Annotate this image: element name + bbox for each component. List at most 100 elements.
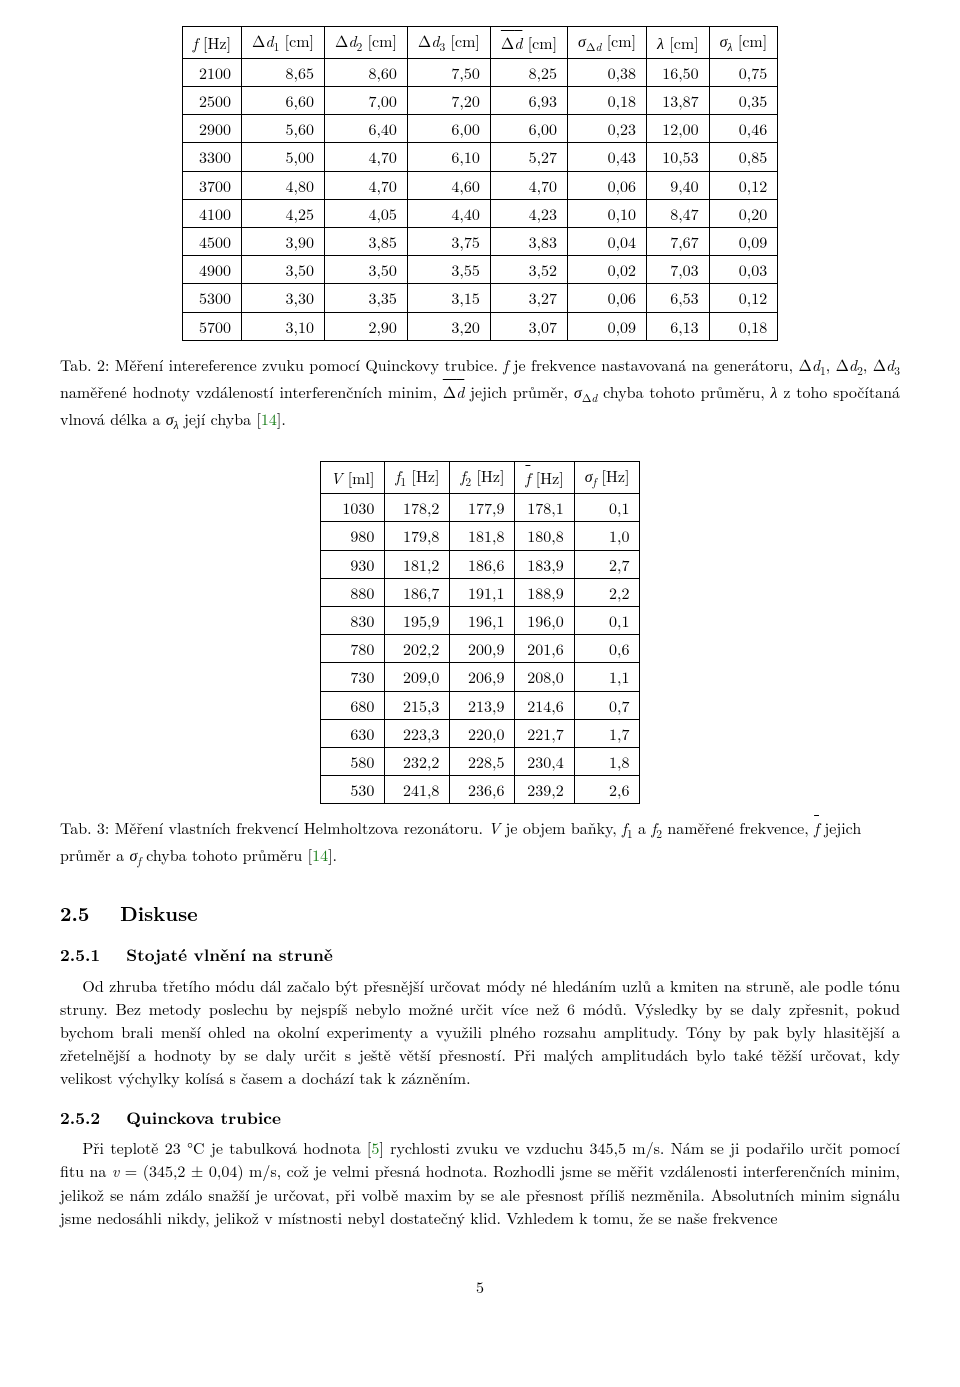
table-cell: 2,6 [574, 776, 640, 804]
table-cell: 0,04 [568, 228, 647, 256]
table-cell: 0,03 [709, 256, 778, 284]
table-cell: 186,6 [450, 550, 515, 578]
table-cell: 0,18 [709, 312, 778, 340]
table-cell: 7,67 [647, 228, 710, 256]
table-cell: 3,85 [324, 228, 407, 256]
table-cell: 930 [320, 550, 385, 578]
table-cell: 2900 [182, 115, 241, 143]
table-cell: 228,5 [450, 747, 515, 775]
table-cell: 3,30 [242, 284, 325, 312]
table-cell: 0,06 [568, 171, 647, 199]
table-cell: 206,9 [450, 663, 515, 691]
table-cell: 4,25 [242, 199, 325, 227]
table-cell: 1,1 [574, 663, 640, 691]
table-cell: 980 [320, 522, 385, 550]
table-cell: 1,8 [574, 747, 640, 775]
table-3: V [ml]f1 [Hz]f2 [Hz]f [Hz]σf [Hz] 103017… [320, 461, 641, 804]
table-cell: 0,12 [709, 171, 778, 199]
table-cell: 178,1 [515, 494, 574, 522]
table-header-cell: λ [cm] [647, 27, 710, 59]
table-cell: 230,4 [515, 747, 574, 775]
table-header-cell: Δd3 [cm] [407, 27, 490, 59]
table-row: 29005,606,406,006,000,2312,000,46 [182, 115, 777, 143]
table-cell: 6,00 [490, 115, 567, 143]
table-cell: 6,00 [407, 115, 490, 143]
table-row: 530241,8236,6239,22,6 [320, 776, 640, 804]
subsection-number: 2.5.1 [60, 943, 100, 967]
table-header-cell: σf [Hz] [574, 462, 640, 494]
table-cell: 3,50 [242, 256, 325, 284]
table-cell: 0,43 [568, 143, 647, 171]
table-cell: 186,7 [385, 578, 450, 606]
table-cell: 580 [320, 747, 385, 775]
table-cell: 208,0 [515, 663, 574, 691]
table-cell: 6,13 [647, 312, 710, 340]
table-row: 880186,7191,1188,92,2 [320, 578, 640, 606]
table-cell: 180,8 [515, 522, 574, 550]
table-row: 980179,8181,8180,81,0 [320, 522, 640, 550]
table-cell: 8,25 [490, 58, 567, 86]
table-cell: 2,90 [324, 312, 407, 340]
table-cell: 10,53 [647, 143, 710, 171]
table-cell: 209,0 [385, 663, 450, 691]
table-cell: 9,40 [647, 171, 710, 199]
table-row: 630223,3220,0221,71,7 [320, 719, 640, 747]
table-cell: 0,7 [574, 691, 640, 719]
table-row: 53003,303,353,153,270,066,530,12 [182, 284, 777, 312]
table-cell: 6,53 [647, 284, 710, 312]
table-cell: 0,20 [709, 199, 778, 227]
table-cell: 179,8 [385, 522, 450, 550]
subsection-title: Quinckova trubice [126, 1106, 281, 1130]
subsection-number: 2.5.2 [60, 1106, 100, 1130]
table-cell: 5,60 [242, 115, 325, 143]
table-header-cell: Δd2 [cm] [324, 27, 407, 59]
table-cell: 3700 [182, 171, 241, 199]
table-row: 41004,254,054,404,230,108,470,20 [182, 199, 777, 227]
table-cell: 201,6 [515, 635, 574, 663]
page-number: 5 [60, 1275, 900, 1298]
table-cell: 630 [320, 719, 385, 747]
table-cell: 181,2 [385, 550, 450, 578]
table-cell: 2,7 [574, 550, 640, 578]
table-cell: 200,9 [450, 635, 515, 663]
table-cell: 7,20 [407, 87, 490, 115]
table-cell: 183,9 [515, 550, 574, 578]
section-heading: 2.5 Diskuse [60, 898, 900, 927]
table-cell: 3,27 [490, 284, 567, 312]
table-header-cell: V [ml] [320, 462, 385, 494]
table-row: 33005,004,706,105,270,4310,530,85 [182, 143, 777, 171]
table-cell: 4,80 [242, 171, 325, 199]
table-cell: 195,9 [385, 607, 450, 635]
subsection-2-5-2-heading: 2.5.2 Quinckova trubice [60, 1106, 900, 1131]
table-cell: 2,2 [574, 578, 640, 606]
table-cell: 2100 [182, 58, 241, 86]
table-cell: 3,75 [407, 228, 490, 256]
table-cell: 16,50 [647, 58, 710, 86]
table-cell: 0,02 [568, 256, 647, 284]
table-cell: 241,8 [385, 776, 450, 804]
table-cell: 213,9 [450, 691, 515, 719]
table-cell: 239,2 [515, 776, 574, 804]
table-cell: 4100 [182, 199, 241, 227]
table-cell: 7,50 [407, 58, 490, 86]
table-cell: 220,0 [450, 719, 515, 747]
table-cell: 4,70 [490, 171, 567, 199]
table-cell: 0,18 [568, 87, 647, 115]
table-cell: 5,00 [242, 143, 325, 171]
table-cell: 0,1 [574, 607, 640, 635]
table-cell: 4,70 [324, 143, 407, 171]
table-cell: 0,35 [709, 87, 778, 115]
table-cell: 221,7 [515, 719, 574, 747]
table-cell: 530 [320, 776, 385, 804]
table-cell: 0,10 [568, 199, 647, 227]
table-cell: 196,1 [450, 607, 515, 635]
table-header-cell: f2 [Hz] [450, 462, 515, 494]
table-row: 1030178,2177,9178,10,1 [320, 494, 640, 522]
paragraph-2-5-1: Od zhruba třetího módu dál začalo být př… [60, 974, 900, 1090]
table-header-cell: f1 [Hz] [385, 462, 450, 494]
table-cell: 880 [320, 578, 385, 606]
table-3-caption: Tab. 3: Měření vlastních frekvencí Helmh… [60, 816, 900, 870]
table-cell: 7,03 [647, 256, 710, 284]
table-cell: 4,40 [407, 199, 490, 227]
table-cell: 5700 [182, 312, 241, 340]
